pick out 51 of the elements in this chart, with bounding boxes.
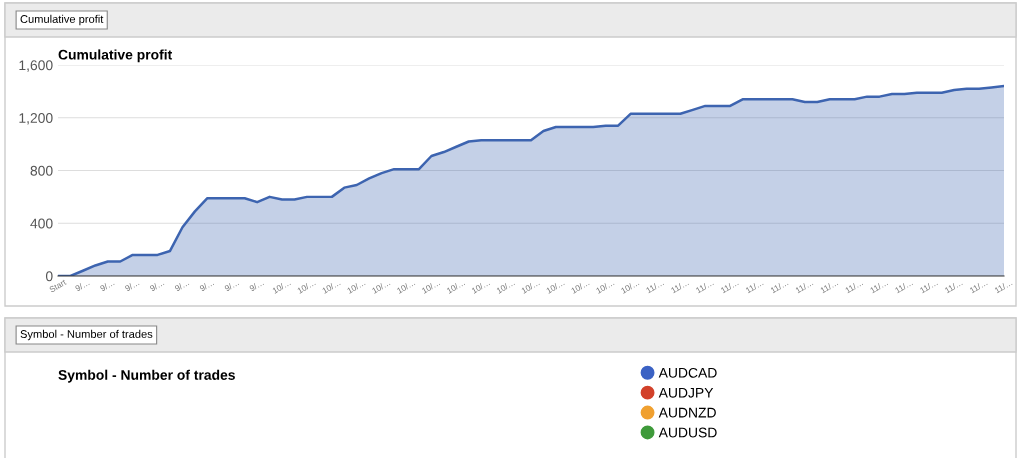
- x-tick-label: 10/…: [496, 279, 515, 294]
- x-tick-label: 10/…: [272, 279, 291, 294]
- x-tick-label: 10/…: [545, 279, 565, 294]
- text: Symbol - Number of trades: [20, 329, 153, 341]
- x-tick-label: 11/…: [819, 279, 839, 294]
- x-tick-label: 11/…: [994, 279, 1013, 294]
- x-tick-label: 11/…: [795, 279, 814, 294]
- x-tick-label: 11/…: [869, 279, 889, 294]
- x-tick-label: 9/…: [199, 279, 215, 292]
- chart-title: Cumulative profit: [58, 49, 173, 63]
- y-tick-label: 1,200: [19, 113, 53, 125]
- x-tick-label: 10/…: [371, 279, 391, 294]
- x-tick-label: 9/…: [99, 279, 115, 292]
- x-tick-label: 11/…: [670, 279, 689, 294]
- x-tick-label: 9/…: [124, 279, 140, 292]
- x-tick-label: 11/…: [745, 279, 764, 294]
- x-tick-label: 11/…: [969, 279, 988, 294]
- x-tick-label: 9/…: [224, 279, 240, 292]
- x-tick-label: 11/…: [720, 279, 739, 294]
- x-tick-label: 10/…: [570, 279, 590, 294]
- x-tick-label: 10/…: [296, 279, 316, 294]
- y-tick-label: 800: [30, 165, 53, 176]
- y-tick-label: 400: [30, 218, 53, 229]
- text: Symbol - Number of trades: [58, 369, 235, 383]
- x-tick-label: 10/…: [421, 279, 441, 294]
- y-tick-label: 1,600: [19, 60, 53, 72]
- x-tick-label: 9/…: [74, 279, 90, 292]
- x-tick-label: 9/…: [174, 279, 190, 292]
- x-tick-label: 10/…: [396, 279, 416, 294]
- text: Cumulative profit: [20, 14, 104, 26]
- x-tick-label: 10/…: [471, 279, 490, 294]
- x-tick-label: 11/…: [695, 279, 714, 294]
- legend-label: AUDCAD: [658, 367, 717, 378]
- legend-label: AUDUSD: [658, 427, 717, 438]
- x-tick-label: 10/…: [346, 279, 366, 294]
- x-tick-label: 9/…: [248, 279, 264, 292]
- x-tick-label: 9/…: [149, 279, 165, 292]
- x-tick-label: 11/…: [770, 279, 789, 294]
- x-tick-label: 11/…: [919, 279, 938, 294]
- x-tick-label: 11/…: [944, 279, 963, 294]
- x-tick-label: 10/…: [446, 279, 466, 294]
- x-tick-label: 10/…: [620, 279, 640, 294]
- x-tick-label: 11/…: [844, 279, 864, 294]
- x-tick-label: 11/…: [894, 279, 913, 294]
- x-tick-label: 10/…: [520, 279, 540, 294]
- legend-label: AUDNZD: [658, 407, 716, 418]
- x-tick-label: 10/…: [321, 279, 341, 294]
- x-tick-label: 10/…: [595, 279, 615, 294]
- y-tick-label: 0: [45, 271, 53, 282]
- x-tick-label: 11/…: [645, 279, 664, 294]
- legend-label: AUDJPY: [658, 387, 714, 398]
